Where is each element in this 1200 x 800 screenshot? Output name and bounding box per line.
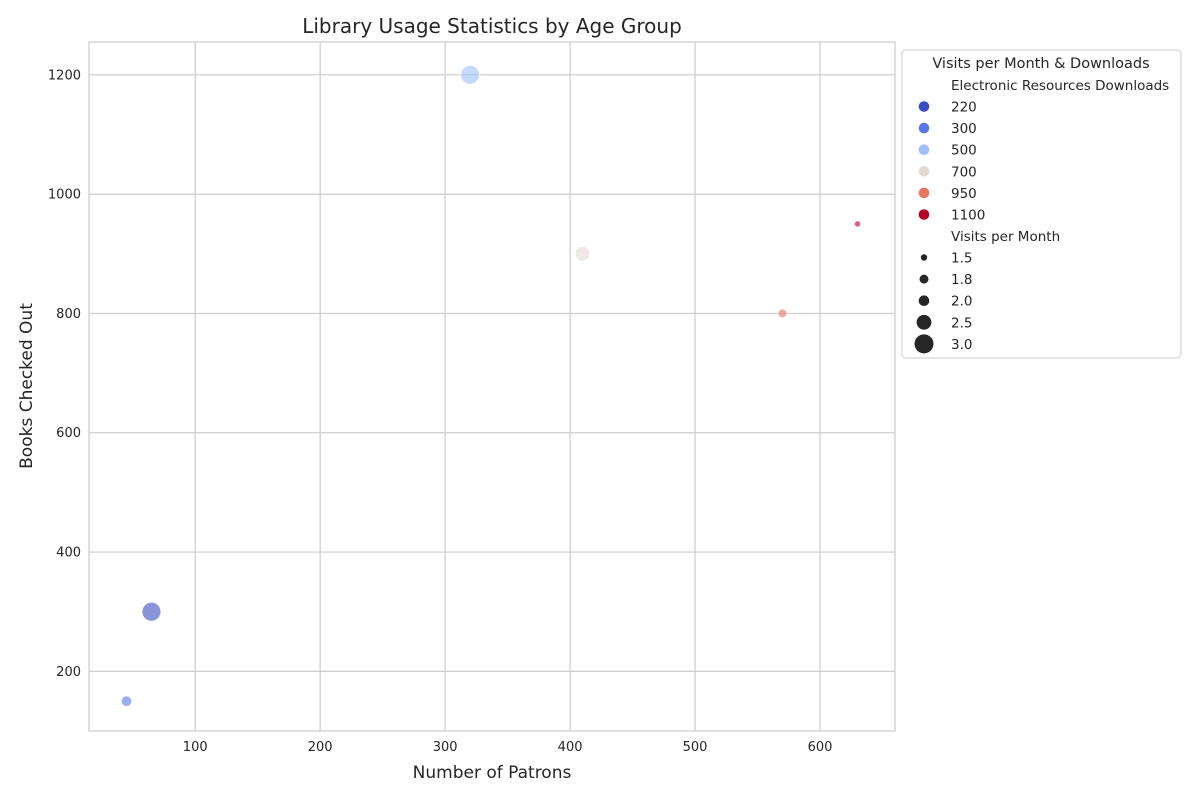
legend-hue-label: 500	[951, 143, 977, 159]
legend-hue-marker	[918, 144, 930, 155]
y-tick-label: 1200	[48, 68, 81, 83]
x-tick-label: 300	[433, 740, 458, 755]
legend-size-marker	[914, 334, 934, 354]
legend-size-title: Visits per Month	[951, 229, 1060, 245]
data-point	[574, 245, 591, 262]
legend-size-label: 2.5	[951, 315, 972, 331]
legend-size-label: 1.5	[951, 251, 972, 267]
legend-hue-label: 300	[951, 121, 977, 137]
y-tick-label: 600	[56, 426, 81, 441]
legend-entries: 220 300 500 700 950 1100 1.5 1.8 2.0 2.5 3.0	[914, 100, 985, 354]
data-point	[120, 695, 133, 707]
x-tick-label: 600	[808, 740, 833, 755]
legend-hue-label: 700	[951, 164, 977, 180]
y-tick-label: 800	[56, 307, 81, 322]
x-tick-label: 500	[683, 740, 708, 755]
legend-box	[901, 49, 1182, 359]
y-tick-label: 1000	[48, 188, 81, 203]
data-points	[120, 64, 862, 707]
x-tick-label: 100	[183, 740, 208, 755]
x-axis-label: Number of Patrons	[413, 763, 572, 783]
plot-area-frame	[88, 41, 896, 732]
x-tick-label: 200	[308, 740, 333, 755]
legend-hue-marker	[918, 101, 930, 112]
legend-hue-marker	[918, 187, 930, 199]
legend-hue-marker	[918, 166, 930, 177]
legend-hue-marker	[918, 209, 930, 220]
legend-hue-label: 950	[951, 186, 977, 202]
grid-lines	[89, 42, 895, 731]
legend-size-label: 3.0	[951, 337, 972, 353]
data-point	[777, 308, 788, 319]
tick-labels: 100 200 300 400 500 600 200 400 600 800 1000 1200	[48, 68, 833, 755]
chart-title: Library Usage Statistics by Age Group	[302, 14, 682, 38]
data-point	[853, 220, 862, 228]
y-axis-label: Books Checked Out	[17, 303, 37, 469]
legend-size-marker	[916, 314, 932, 330]
legend-hue-title: Electronic Resources Downloads	[951, 78, 1169, 94]
legend-size-label: 1.8	[951, 272, 972, 288]
legend-title: Visits per Month & Downloads	[932, 56, 1149, 72]
legend-hue-marker	[918, 122, 930, 134]
y-tick-label: 400	[56, 546, 81, 561]
y-tick-label: 200	[56, 665, 81, 680]
legend-hue-label: 220	[951, 100, 977, 116]
legend-size-marker	[919, 274, 929, 284]
legend-size-marker	[920, 254, 928, 261]
data-point	[460, 64, 481, 85]
legend-hue-label: 1100	[951, 208, 985, 224]
x-tick-label: 400	[558, 740, 583, 755]
legend: Visits per Month & Downloads Electronic …	[901, 49, 1182, 359]
legend-size-marker	[918, 295, 930, 307]
legend-size-label: 2.0	[951, 294, 972, 310]
data-point	[141, 601, 162, 622]
